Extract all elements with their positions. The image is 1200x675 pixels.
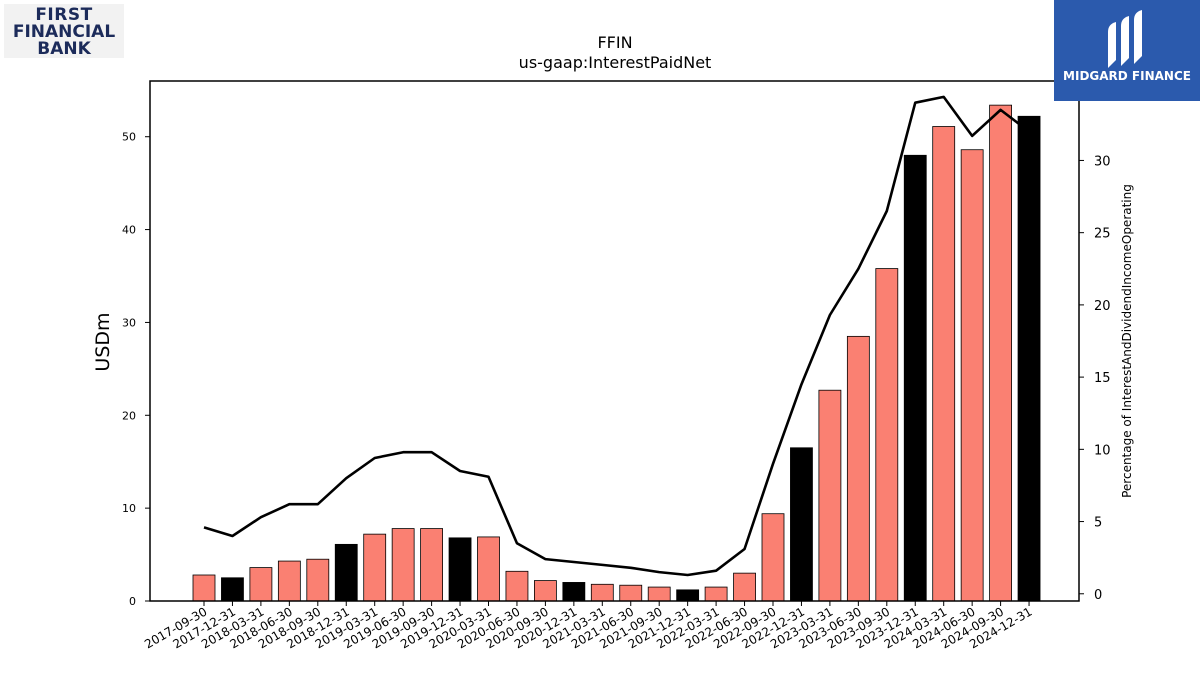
bar xyxy=(761,513,785,602)
y2-tick-label: 25 xyxy=(1094,227,1111,242)
bar xyxy=(932,126,956,602)
bar xyxy=(960,149,984,602)
y-tick-label: 0 xyxy=(129,595,136,608)
y-axis-label: USDm xyxy=(92,312,114,371)
logo-left-line1: FIRST xyxy=(35,5,93,25)
bar xyxy=(704,586,728,602)
y2-tick-label: 10 xyxy=(1094,443,1111,458)
y2-tick-label: 30 xyxy=(1094,154,1111,169)
y-tick-label: 50 xyxy=(122,131,136,144)
y-tick-label: 40 xyxy=(122,224,136,237)
plot-frame xyxy=(149,80,1080,602)
bar xyxy=(590,583,614,602)
bar xyxy=(334,543,358,602)
chart-title: FFIN xyxy=(597,33,632,52)
midgard-finance-logo: MIDGARD FINANCE xyxy=(1054,0,1200,101)
bar xyxy=(192,574,216,602)
y2-tick-label: 20 xyxy=(1094,299,1111,314)
bar xyxy=(676,589,700,602)
chart-subtitle: us-gaap:InterestPaidNet xyxy=(519,53,712,72)
bar xyxy=(221,577,244,602)
bar xyxy=(249,567,273,602)
bar xyxy=(846,335,870,602)
y-tick-label: 30 xyxy=(122,316,136,329)
bar xyxy=(505,570,529,602)
y2-tick-label: 15 xyxy=(1094,371,1111,386)
y2-tick-label: 5 xyxy=(1094,516,1102,531)
bar xyxy=(420,528,444,602)
bar xyxy=(448,537,472,602)
y-tick-label: 10 xyxy=(122,502,136,515)
midgard-mark-icon xyxy=(1108,10,1142,68)
series-line xyxy=(203,95,1030,577)
bar xyxy=(306,558,330,602)
bar xyxy=(363,533,387,602)
bar xyxy=(647,586,671,602)
bar xyxy=(562,582,586,602)
bar xyxy=(818,389,842,602)
first-financial-bank-logo: FIRST FINANCIAL BANK xyxy=(4,4,124,58)
logo-right-name: MIDGARD FINANCE xyxy=(1063,69,1191,83)
logo-left-line3: BANK xyxy=(37,39,91,59)
y-tick-label: 20 xyxy=(122,409,136,422)
bar xyxy=(619,584,643,602)
bar xyxy=(534,580,557,602)
bar xyxy=(875,268,899,602)
bar xyxy=(903,154,927,602)
bar xyxy=(477,536,500,602)
bar xyxy=(391,528,415,602)
bar xyxy=(733,572,756,602)
bar xyxy=(1017,115,1041,602)
bar xyxy=(790,447,813,602)
logo-left-line2: FINANCIAL xyxy=(12,22,116,42)
bar xyxy=(989,104,1012,602)
y2-axis-label: Percentage of InterestAndDividendIncomeO… xyxy=(1120,184,1134,498)
y2-tick-label: 0 xyxy=(1094,588,1102,603)
bar xyxy=(277,560,301,602)
